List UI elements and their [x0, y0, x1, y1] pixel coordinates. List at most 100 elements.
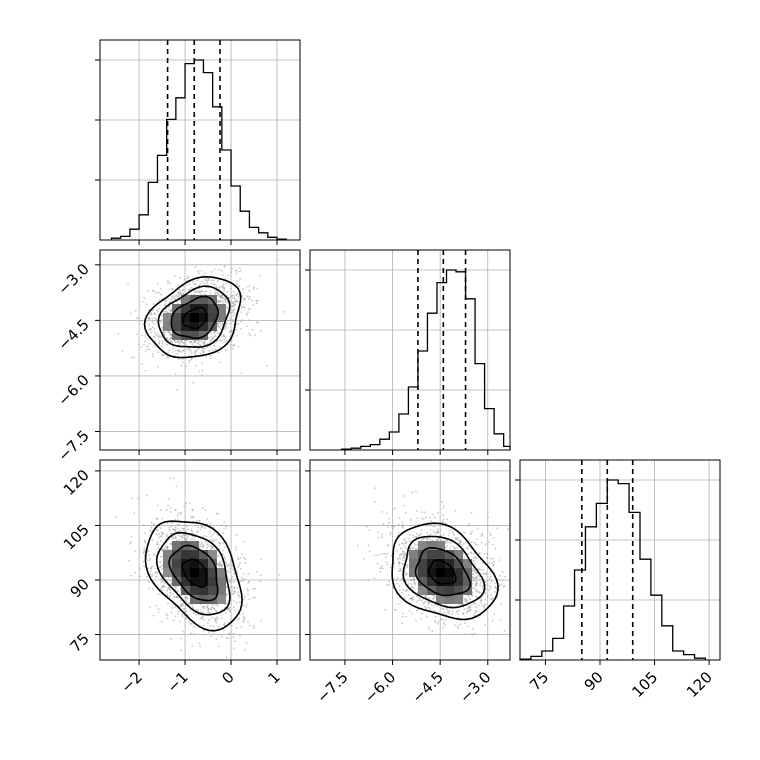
scatter-point	[160, 509, 162, 512]
scatter-point	[208, 350, 211, 352]
axes-frame-2-1	[309, 459, 511, 661]
scatter-point	[381, 536, 383, 538]
scatter-point	[278, 574, 281, 576]
scatter-point	[209, 290, 212, 293]
scatter-point	[167, 331, 170, 334]
scatter-point	[171, 341, 173, 343]
scatter-point	[143, 340, 146, 343]
scatter-point	[203, 351, 205, 353]
density-cell	[208, 304, 217, 313]
scatter-point	[217, 332, 219, 335]
density-cell	[163, 322, 172, 331]
scatter-point	[401, 615, 404, 618]
scatter-point	[226, 322, 229, 324]
scatter-point	[166, 617, 169, 620]
scatter-point	[216, 286, 219, 289]
scatter-point	[232, 307, 235, 310]
scatter-point	[223, 622, 226, 625]
scatter-point	[399, 554, 401, 557]
scatter-point	[387, 584, 390, 586]
scatter-point	[448, 532, 451, 534]
scatter-point	[166, 547, 168, 550]
scatter-point	[137, 497, 139, 500]
scatter-point	[477, 604, 480, 606]
scatter-point	[241, 576, 243, 579]
scatter-point	[163, 582, 166, 585]
scatter-point	[170, 637, 172, 640]
scatter-point	[484, 580, 487, 583]
scatter-point	[229, 610, 231, 613]
scatter-point	[173, 297, 176, 299]
scatter-point	[166, 545, 169, 548]
scatter-point	[203, 340, 206, 343]
scatter-point	[197, 609, 199, 611]
scatter-point	[247, 620, 249, 623]
scatter-point	[188, 348, 191, 350]
scatter-point	[453, 534, 456, 536]
scatter-point	[166, 614, 169, 617]
scatter-point	[232, 600, 235, 603]
scatter-point	[160, 578, 163, 580]
scatter-point	[482, 572, 485, 574]
scatter-point	[181, 614, 184, 616]
scatter-point	[242, 541, 245, 543]
scatter-point	[212, 633, 214, 635]
scatter-point	[212, 545, 215, 548]
scatter-point	[226, 274, 229, 277]
scatter-point	[152, 523, 155, 525]
scatter-point	[202, 535, 205, 537]
scatter-point	[476, 557, 479, 559]
scatter-point	[239, 596, 241, 598]
scatter-point	[425, 607, 427, 610]
scatter-point	[231, 347, 234, 350]
scatter-point	[147, 549, 150, 552]
scatter-point	[413, 578, 415, 580]
scatter-point	[227, 564, 230, 566]
density-cell	[190, 577, 199, 586]
scatter-point	[420, 618, 423, 620]
scatter-point	[241, 295, 244, 298]
scatter-point	[157, 611, 160, 613]
scatter-point	[139, 567, 141, 570]
scatter-point	[401, 622, 403, 624]
scatter-point	[167, 587, 169, 590]
scatter-point	[190, 286, 193, 288]
scatter-point	[213, 539, 216, 542]
scatter-point	[224, 325, 227, 327]
scatter-point	[481, 585, 484, 588]
scatter-point	[247, 311, 250, 314]
scatter-point	[130, 536, 133, 538]
scatter-point	[252, 624, 255, 627]
scatter-point	[391, 540, 394, 542]
density-cell	[208, 568, 217, 577]
scatter-point	[407, 594, 410, 596]
scatter-point	[222, 629, 225, 632]
density-cell	[445, 595, 454, 604]
scatter-point	[151, 353, 154, 355]
scatter-point	[282, 310, 285, 313]
scatter-point	[220, 325, 222, 327]
scatter-point	[211, 616, 214, 619]
scatter-point	[485, 583, 488, 586]
scatter-point	[190, 516, 193, 519]
scatter-point	[469, 608, 472, 611]
scatter-point	[167, 351, 170, 354]
scatter-point	[225, 277, 227, 280]
scatter-point	[216, 563, 219, 566]
scatter-point	[229, 317, 232, 319]
scatter-point	[463, 556, 466, 559]
scatter-point	[184, 607, 187, 610]
scatter-point	[447, 541, 449, 544]
scatter-point	[210, 338, 213, 341]
scatter-point	[402, 523, 404, 526]
scatter-point	[158, 533, 161, 535]
scatter-point	[205, 356, 208, 358]
scatter-point	[218, 339, 221, 341]
scatter-point	[186, 597, 189, 599]
scatter-point	[432, 597, 434, 600]
scatter-point	[483, 605, 486, 608]
scatter-point	[251, 328, 254, 331]
scatter-point	[416, 599, 419, 602]
scatter-point	[143, 547, 146, 549]
scatter-point	[159, 340, 161, 342]
